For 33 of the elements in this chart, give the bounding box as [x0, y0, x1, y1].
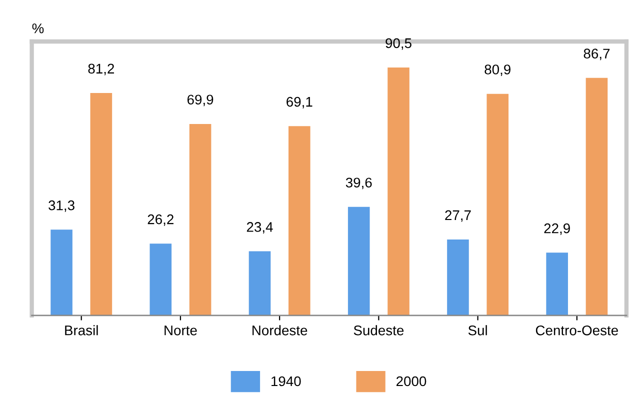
x-tick-label: Nordeste — [252, 325, 308, 336]
bar — [189, 124, 212, 316]
data-label: 22,9 — [544, 223, 570, 235]
bar — [586, 78, 608, 316]
data-label: 23,4 — [246, 222, 273, 234]
bar — [288, 126, 310, 316]
legend-label: 1940 — [272, 376, 301, 386]
bar — [248, 251, 271, 316]
data-label: 26,2 — [148, 214, 174, 226]
data-label: 69,1 — [286, 96, 312, 108]
data-label: 31,3 — [48, 200, 74, 212]
x-tick-label: Norte — [164, 326, 197, 336]
data-label: 27,7 — [445, 210, 471, 222]
bar — [90, 92, 112, 316]
bar — [388, 68, 410, 316]
bar — [50, 230, 72, 316]
data-label: 69,9 — [187, 94, 214, 106]
x-tick-label: Sudeste — [354, 325, 404, 336]
x-tick-label: Brasil — [65, 325, 98, 336]
data-label: 90,5 — [386, 38, 412, 50]
bar — [486, 94, 509, 316]
data-label: 80,9 — [484, 64, 510, 76]
bar — [447, 240, 469, 316]
data-label: 86,7 — [584, 48, 610, 60]
data-label: 39,6 — [346, 178, 372, 190]
bar — [150, 244, 172, 316]
y-axis-title: % — [32, 24, 44, 34]
x-tick-label: Centro-Oeste — [536, 325, 618, 336]
x-tick-label: Sul — [468, 325, 487, 336]
bar — [348, 206, 370, 316]
data-label: 81,2 — [88, 64, 114, 76]
bar — [546, 252, 568, 316]
legend-label: 2000 — [396, 376, 426, 386]
